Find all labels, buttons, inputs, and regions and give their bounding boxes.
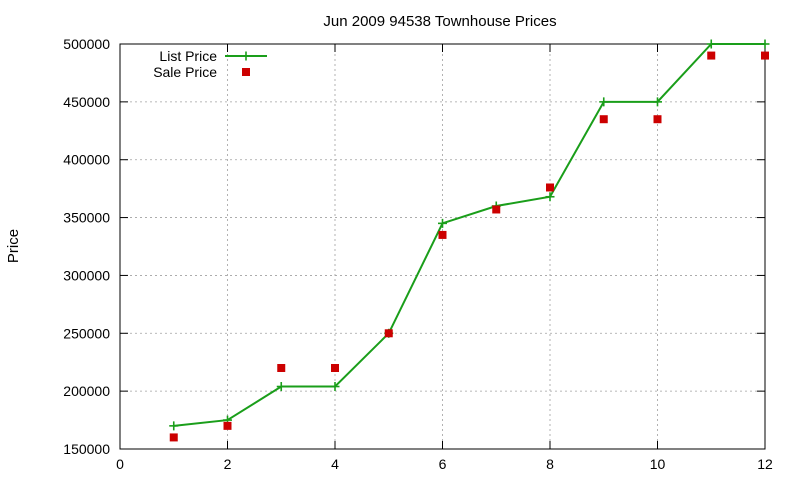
sale-price-point — [169, 433, 178, 442]
legend-label-list-price: List Price — [159, 48, 217, 64]
y-tick-label: 400000 — [63, 152, 110, 168]
chart-title: Jun 2009 94538 Townhouse Prices — [323, 13, 556, 30]
axis-ticks: 1500002000002500003000003500004000004500… — [63, 36, 773, 472]
grid — [120, 44, 765, 449]
list-price-point — [706, 39, 716, 49]
sale-price-point — [492, 205, 501, 214]
x-tick-label: 12 — [757, 456, 773, 472]
list-price-point — [545, 192, 555, 202]
y-axis-label: Price — [5, 229, 22, 263]
x-tick-label: 2 — [224, 456, 232, 472]
y-tick-label: 450000 — [63, 94, 110, 110]
x-tick-label: 10 — [650, 456, 666, 472]
sale-price-point — [546, 183, 554, 192]
sale-price-point — [331, 364, 339, 372]
sale-price-point — [277, 364, 286, 372]
sale-price-point — [384, 329, 393, 338]
list-price-point — [169, 421, 179, 431]
x-tick-label: 4 — [331, 456, 339, 472]
y-tick-label: 500000 — [63, 36, 110, 52]
sale-price-point — [223, 421, 232, 430]
list-price-point — [438, 218, 447, 228]
y-tick-label: 150000 — [63, 441, 110, 457]
legend-label-sale-price: Sale Price — [153, 64, 217, 80]
list-price-line — [173, 43, 765, 427]
list-price-point — [330, 382, 340, 392]
y-tick-label: 250000 — [63, 325, 110, 341]
legend-marker-list-price — [241, 51, 251, 61]
list-price-point — [599, 97, 609, 107]
x-tick-label: 6 — [439, 456, 447, 472]
sale-price-point — [438, 230, 447, 239]
y-tick-label: 300000 — [63, 267, 110, 283]
list-price-point — [760, 39, 770, 49]
sale-price-point — [599, 115, 608, 124]
legend-marker-sale-price — [242, 68, 250, 76]
list-price-point — [653, 97, 662, 107]
sale-price-point — [707, 51, 716, 60]
x-tick-label: 8 — [546, 456, 554, 472]
y-tick-label: 350000 — [63, 210, 110, 226]
sale-price-point — [653, 115, 662, 124]
x-tick-label: 0 — [116, 456, 124, 472]
sale-price-point — [761, 51, 769, 60]
y-tick-label: 200000 — [63, 383, 110, 399]
list-price-point — [276, 382, 286, 392]
series-layer — [169, 39, 770, 442]
